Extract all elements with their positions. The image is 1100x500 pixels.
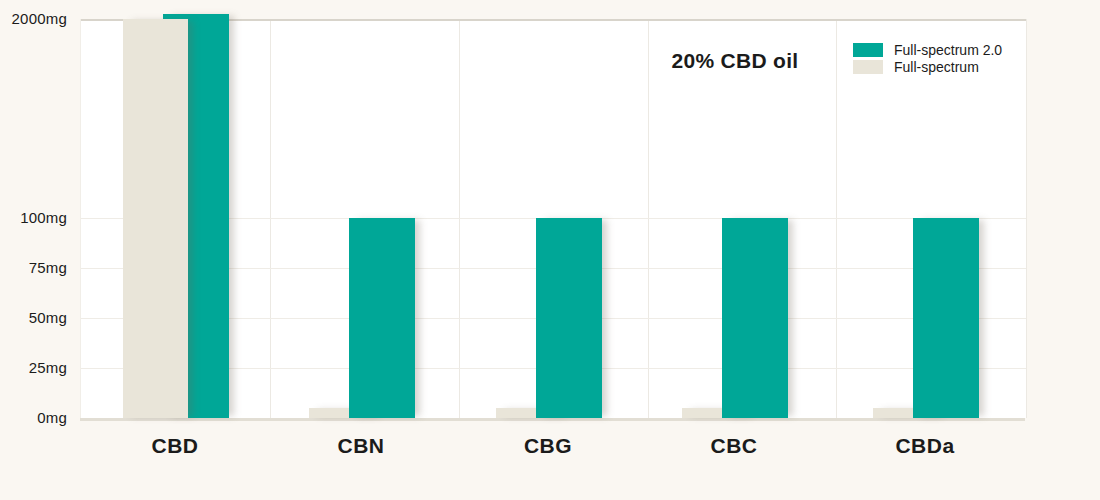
legend-label-full-spectrum: Full-spectrum <box>894 60 979 75</box>
bar-full-spectrum-cbd <box>123 19 188 418</box>
x-category-label-cbd: CBD <box>105 434 245 458</box>
legend-label-full-spectrum-2-0: Full-spectrum 2.0 <box>894 43 1002 58</box>
bar-group-cbn <box>309 19 415 418</box>
chart-annotation-title: 20% CBD oil <box>640 49 830 73</box>
x-axis-category-labels: CBD CBN CBG CBC CBDa <box>0 434 1100 464</box>
legend-row-full-spectrum-2-0: Full-spectrum 2.0 <box>853 42 1002 58</box>
bar-full-spectrum-2-0-cbda <box>913 218 979 418</box>
plot-area <box>80 19 1027 418</box>
bar-full-spectrum-2-0-cbn <box>349 218 415 418</box>
y-axis-tick-labels: 0mg 25mg 50mg 75mg 100mg 2000mg <box>0 0 67 500</box>
bar-full-spectrum-2-0-cbc <box>722 218 788 418</box>
bar-full-spectrum-2-0-cbg <box>536 218 602 418</box>
y-tick-label-2000mg: 2000mg <box>0 10 67 28</box>
x-category-label-cbda: CBDa <box>855 434 995 458</box>
legend-row-full-spectrum: Full-spectrum <box>853 59 1002 75</box>
legend: Full-spectrum 2.0 Full-spectrum <box>853 42 1002 76</box>
x-category-label-cbg: CBG <box>478 434 618 458</box>
x-axis-line <box>80 418 1025 421</box>
cbd-oil-bar-chart: 0mg25mg50mg75mg100mg2000mg CBDCBNCBGCBCC… <box>0 0 1100 500</box>
bar-group-cbd <box>123 19 229 418</box>
y-tick-label-100mg: 100mg <box>0 209 67 227</box>
y-tick-label-25mg: 25mg <box>0 359 67 377</box>
legend-swatch-full-spectrum-icon <box>853 60 883 74</box>
x-category-label-cbn: CBN <box>291 434 431 458</box>
legend-swatch-full-spectrum-2-0-icon <box>853 43 883 57</box>
bar-group-cbg <box>496 19 602 418</box>
x-category-label-cbc: CBC <box>664 434 804 458</box>
bar-group-cbda <box>873 19 979 418</box>
y-tick-label-0mg: 0mg <box>0 409 67 427</box>
y-tick-label-50mg: 50mg <box>0 309 67 327</box>
y-tick-label-75mg: 75mg <box>0 259 67 277</box>
bar-group-cbc <box>682 19 788 418</box>
